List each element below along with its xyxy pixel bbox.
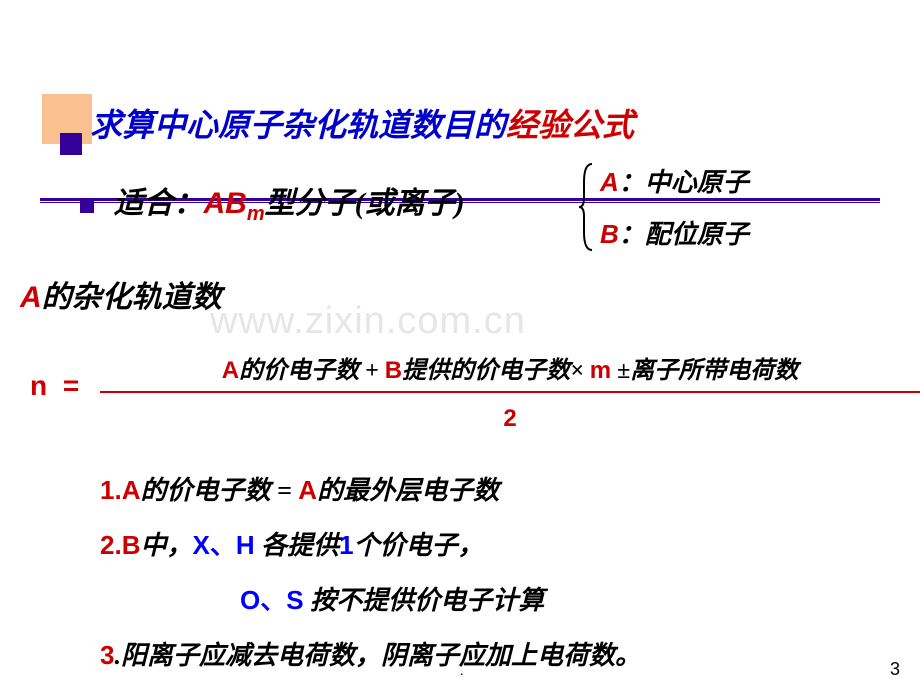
- bullet-icon: [80, 199, 94, 213]
- subtitle-formula-a: AB: [204, 187, 247, 220]
- watermark: www.zixin.com.cn: [210, 300, 526, 343]
- subtitle-tail: 型分子(或离子): [265, 187, 465, 220]
- deco-blue-box-1: [60, 133, 82, 155]
- r2-num: 2.: [100, 530, 122, 560]
- num-t2: 提供的价电子数×: [402, 358, 590, 384]
- page-number: 3: [890, 659, 900, 680]
- r2-t2: 各提供: [255, 531, 340, 560]
- brace-b-text: ：配位原子: [619, 220, 749, 249]
- r1-t2: 的最外层电子数: [317, 476, 499, 505]
- subtitle: 适合：ABm型分子(或离子): [80, 178, 465, 226]
- num-b: B: [385, 357, 402, 384]
- r3-num: 3: [100, 640, 114, 670]
- a-label-text: 的杂化轨道数: [42, 281, 222, 314]
- rule-3: 3.阳离子应减去电荷数，阴离子应加上电荷数。: [100, 635, 641, 672]
- num-t3: ±离子所带电荷数: [611, 358, 798, 384]
- title-blue: 求算中心原子杂化轨道数目的: [90, 107, 506, 143]
- footer-dot: .: [460, 664, 464, 680]
- a-label-red: A: [20, 281, 42, 314]
- title-red: 经验公式: [506, 107, 634, 143]
- brace-a-text: ：中心原子: [619, 168, 749, 197]
- r2b-t: 按不提供价电子计算: [304, 586, 545, 615]
- r1-num: 1.: [100, 475, 122, 505]
- brace-icon: [578, 162, 600, 252]
- r2-t3: 个价电子，: [354, 531, 484, 560]
- formula-n-eq: n =: [30, 370, 83, 402]
- num-t1: 的价电子数 +: [239, 358, 385, 384]
- r2b-os: O、S: [240, 585, 304, 615]
- rule-2: 2.B中，X、H 各提供1个价电子，: [100, 525, 641, 562]
- r2-t1: 中，: [140, 531, 192, 560]
- denominator: 2: [100, 405, 920, 433]
- r1-a: A: [122, 475, 141, 505]
- brace-line-a: A：中心原子: [600, 162, 749, 199]
- rules-block: 1.A的价电子数 = A的最外层电子数 2.B中，X、H 各提供1个价电子， O…: [100, 470, 641, 690]
- r3-t: .阳离子应减去电荷数，阴离子应加上电荷数。: [114, 641, 641, 670]
- num-a: A: [222, 357, 239, 384]
- subtitle-formula-sub: m: [247, 203, 265, 225]
- rule-1: 1.A的价电子数 = A的最外层电子数: [100, 470, 641, 507]
- rule-2b: O、S 按不提供价电子计算: [240, 580, 641, 617]
- subtitle-lead: 适合：: [114, 187, 204, 220]
- brace-b-label: B: [600, 219, 619, 249]
- brace-line-b: B：配位原子: [600, 214, 749, 251]
- fraction-line: [100, 391, 920, 393]
- fraction: A的价电子数 + B提供的价电子数× m ±离子所带电荷数 2: [100, 350, 920, 433]
- brace-a-label: A: [600, 167, 619, 197]
- r1-t1: 的价电子数 =: [140, 476, 298, 505]
- r2-xh: X、H: [192, 530, 254, 560]
- r2-b: B: [122, 530, 141, 560]
- numerator: A的价电子数 + B提供的价电子数× m ±离子所带电荷数: [100, 350, 920, 387]
- num-m: m: [590, 357, 611, 384]
- r2-one: 1: [339, 530, 353, 560]
- r1-a2: A: [298, 475, 317, 505]
- page-title: 求算中心原子杂化轨道数目的经验公式: [90, 100, 634, 146]
- a-hybrid-label: A的杂化轨道数: [20, 272, 222, 316]
